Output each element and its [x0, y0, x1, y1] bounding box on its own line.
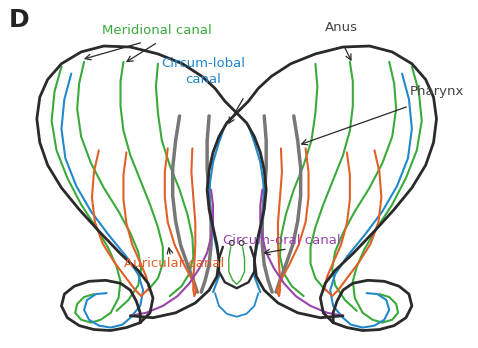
- Text: Anus: Anus: [325, 21, 358, 34]
- Text: Pharynx: Pharynx: [410, 85, 464, 98]
- Text: D: D: [9, 8, 30, 32]
- Text: Circum-lobal
canal: Circum-lobal canal: [161, 57, 245, 86]
- Text: Circum-oral canal: Circum-oral canal: [223, 235, 341, 247]
- Text: Meridional canal: Meridional canal: [102, 24, 212, 37]
- Text: Auricular canal: Auricular canal: [123, 257, 224, 270]
